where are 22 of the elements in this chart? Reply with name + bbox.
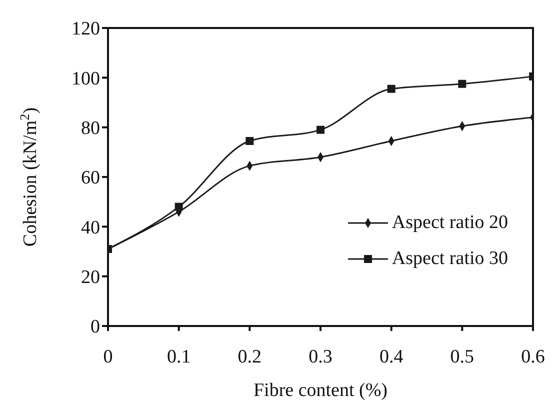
x-tick-label: 0.5 [450,346,474,368]
point [387,84,396,93]
x-axis-title: Fibre content (%) [253,380,388,401]
x-tick-label: 0.6 [521,346,545,368]
x-tick-label: 0 [103,346,113,368]
point [316,126,324,134]
point [458,80,466,88]
x-tick-label: 0.1 [166,346,191,368]
x-tick-label: 0.4 [379,346,404,368]
y-tick-label: 100 [72,68,100,90]
y-tick-label: 40 [81,217,100,238]
y-tick-label: 60 [81,168,100,189]
x-tick-label: 0.2 [238,346,262,368]
x-tick-label: 0.3 [308,346,332,368]
y-tick-label: 0 [90,316,100,338]
point [174,202,183,211]
y-tick-label: 20 [81,267,100,288]
legend-label: Aspect ratio 30 [392,248,508,270]
y-tick-label: 80 [81,118,100,140]
y-tick-label: 120 [72,18,100,40]
point [246,136,254,145]
legend-label: Aspect ratio 20 [392,212,508,234]
